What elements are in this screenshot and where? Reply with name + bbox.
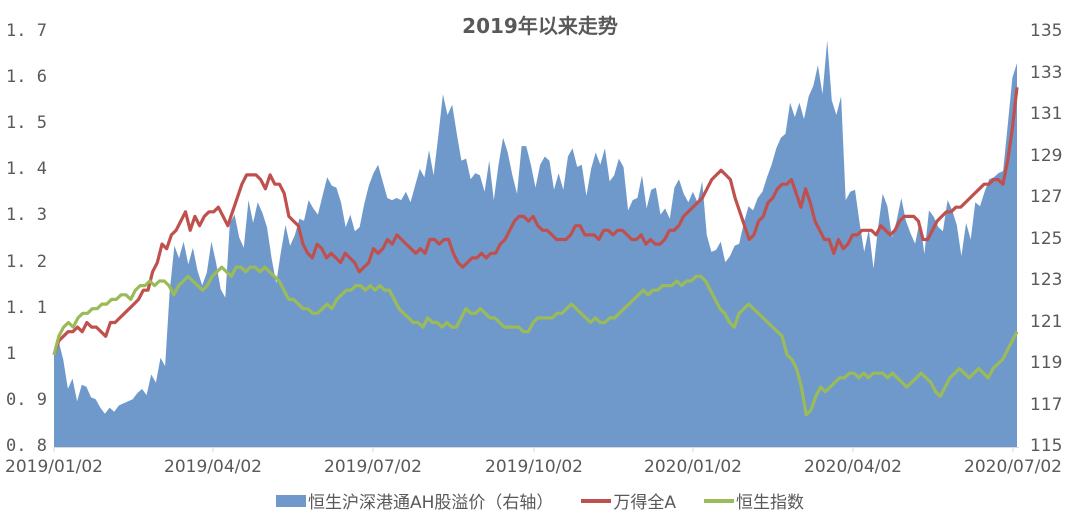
x-tick-label: 2020/01/02: [644, 457, 742, 477]
left-y-tick-label: 1. 2: [6, 251, 47, 272]
legend-item-hsi[interactable]: 恒生指数: [704, 488, 804, 513]
left-y-tick-label: 1. 1: [6, 297, 47, 318]
right-y-tick-label: 133: [1030, 62, 1063, 83]
wind-a-line: [52, 87, 1019, 356]
left-y-tick-label: 1. 3: [6, 205, 47, 226]
right-y-tick-label: 119: [1030, 353, 1063, 373]
right-y-tick-label: 127: [1030, 187, 1063, 207]
legend-item-wind-a[interactable]: 万得全A: [581, 488, 676, 513]
left-y-tick-label: 1. 7: [6, 21, 47, 41]
left-y-tick-label: 0. 8: [6, 436, 47, 456]
x-tick-label: 2019/01/02: [5, 457, 103, 477]
right-y-tick-label: 129: [1030, 145, 1063, 166]
line-swatch-icon: [581, 498, 612, 503]
left-y-tick-label: 1. 4: [6, 159, 47, 180]
area-swatch-icon: [275, 494, 306, 507]
right-y-tick-label: 131: [1030, 104, 1063, 124]
hsi-line: [52, 265, 1019, 417]
legend-label: 恒生指数: [736, 493, 805, 513]
x-tick-label: 2019/10/02: [485, 457, 583, 477]
legend: 恒生沪深港通AH股溢价（右轴） 万得全A 恒生指数: [0, 488, 1080, 513]
left-y-tick-label: 0. 9: [6, 389, 47, 410]
left-y-tick-label: 1. 6: [6, 67, 47, 88]
line-swatch-icon: [704, 498, 735, 503]
right-y-tick-label: 123: [1030, 270, 1063, 290]
x-tick-label: 2019/04/02: [164, 457, 262, 477]
legend-label: 万得全A: [613, 493, 677, 513]
x-tick-label: 2020/04/02: [804, 457, 902, 477]
legend-item-ah-premium[interactable]: 恒生沪深港通AH股溢价（右轴）: [275, 488, 554, 513]
legend-label: 恒生沪深港通AH股溢价（右轴）: [307, 493, 554, 513]
right-y-tick-label: 135: [1030, 21, 1063, 41]
left-y-tick-label: 1: [6, 343, 17, 364]
x-tick-label: 2019/07/02: [324, 457, 422, 477]
ah-premium-area: [54, 40, 1017, 448]
chart-title: 2019年以来走势: [462, 14, 618, 38]
x-tick-label: 2020/07/02: [964, 457, 1062, 477]
right-y-tick-label: 125: [1030, 228, 1063, 249]
left-y-tick-label: 1. 5: [6, 113, 47, 134]
right-y-tick-label: 115: [1030, 436, 1063, 456]
right-y-tick-label: 117: [1030, 394, 1063, 415]
right-y-tick-label: 121: [1030, 311, 1063, 332]
